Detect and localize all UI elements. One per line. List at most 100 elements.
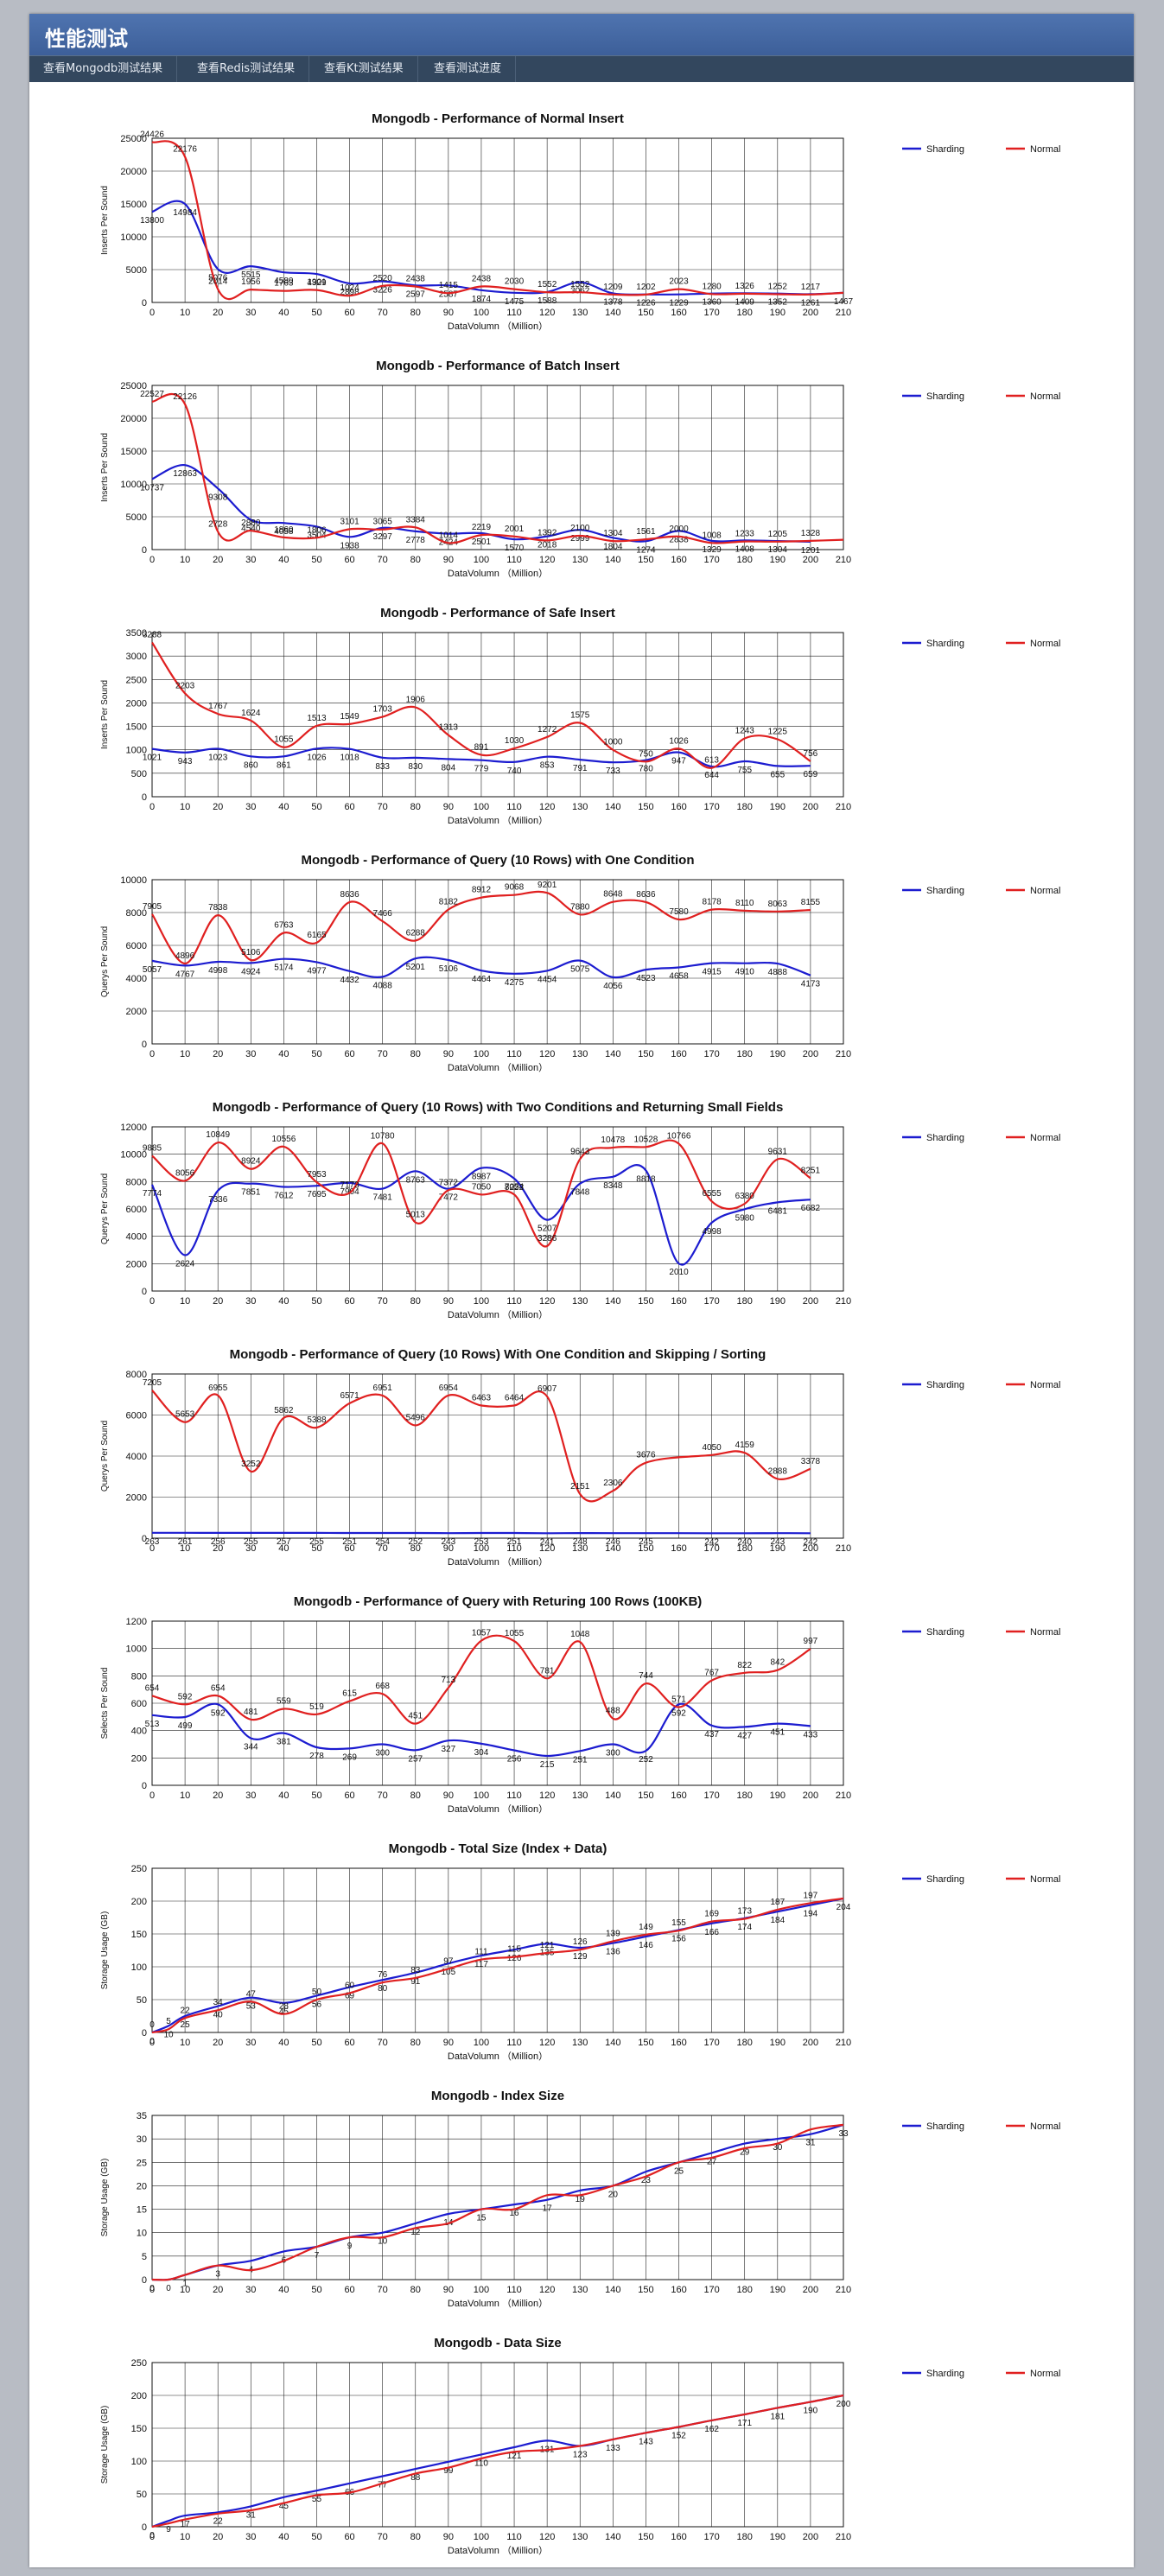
- x-tick-label: 140: [605, 1543, 620, 1554]
- x-axis-label: DataVolumn （Million）: [448, 2051, 548, 2062]
- series-line-normal: [151, 2394, 844, 2528]
- data-label: 2100: [570, 524, 590, 533]
- data-label: 4658: [669, 971, 689, 981]
- tab-mongodb-results[interactable]: 查看Mongodb测试结果: [29, 56, 178, 82]
- x-tick-label: 40: [278, 1790, 289, 1801]
- data-label: 2838: [669, 535, 689, 544]
- x-tick-label: 110: [506, 555, 522, 565]
- legend-label-normal: Normal: [1030, 886, 1060, 896]
- data-label: 2880: [241, 518, 261, 528]
- data-label: 1304: [603, 529, 623, 538]
- x-tick-label: 20: [213, 1543, 223, 1554]
- data-label: 8063: [768, 900, 788, 909]
- x-tick-label: 70: [378, 308, 388, 318]
- data-label: 1026: [307, 753, 327, 762]
- data-label: 1014: [439, 531, 459, 540]
- data-label: 5076: [208, 273, 228, 283]
- chart-0: Mongodb - Performance of Normal Insert 0 1…: [100, 111, 1060, 332]
- data-label: 7612: [274, 1191, 294, 1200]
- x-tick-label: 90: [443, 2285, 454, 2295]
- x-tick-label: 0: [149, 2285, 155, 2295]
- x-tick-label: 0: [149, 555, 155, 565]
- x-tick-label: 190: [770, 1790, 786, 1801]
- data-label: 156: [671, 1934, 686, 1943]
- data-label: 1329: [702, 545, 722, 555]
- data-label: 8178: [702, 898, 722, 907]
- data-label: 1201: [801, 546, 821, 556]
- x-tick-label: 130: [572, 1296, 588, 1307]
- x-tick-label: 20: [213, 555, 223, 565]
- data-label: 22176: [173, 144, 197, 154]
- data-label: 1624: [241, 709, 261, 718]
- data-label: 781: [540, 1666, 555, 1676]
- data-label: 1226: [636, 299, 656, 308]
- x-tick-label: 80: [410, 555, 421, 565]
- tab-redis-results[interactable]: 查看Redis测试结果: [183, 56, 310, 82]
- data-label: 2018: [537, 541, 557, 550]
- y-tick-label: 4000: [126, 974, 147, 984]
- data-label: 1552: [570, 280, 590, 289]
- x-tick-label: 50: [311, 2285, 321, 2295]
- data-label: 1304: [768, 545, 788, 555]
- y-axis-label: Storage Usage (GB): [100, 2406, 110, 2484]
- y-tick-label: 0: [142, 298, 147, 308]
- x-tick-label: 90: [443, 308, 454, 318]
- tab-kt-results[interactable]: 查看Kt测试结果: [310, 56, 418, 82]
- y-tick-label: 250: [131, 1864, 147, 1874]
- x-tick-label: 150: [638, 1790, 653, 1801]
- data-label: 1261: [801, 298, 821, 308]
- data-label: 5862: [274, 1406, 294, 1415]
- data-label: 1549: [340, 712, 359, 722]
- chart-3: Mongodb - Performance of Query (10 Rows)…: [100, 853, 1060, 1073]
- data-label: 3065: [373, 518, 393, 527]
- data-label: 655: [770, 770, 785, 779]
- data-label: 245: [639, 1537, 653, 1547]
- data-label: 4580: [274, 277, 294, 286]
- y-tick-label: 200: [131, 1897, 147, 1907]
- data-label: 10: [163, 2030, 174, 2039]
- data-label: 10849: [206, 1130, 230, 1140]
- x-tick-label: 210: [836, 1543, 851, 1554]
- series-line-normal: [151, 392, 844, 544]
- x-tick-label: 150: [638, 802, 653, 812]
- data-label: 6907: [537, 1384, 557, 1394]
- data-label: 2203: [175, 681, 195, 690]
- data-label: 13800: [140, 216, 164, 226]
- x-tick-label: 0: [149, 308, 155, 318]
- x-tick-label: 20: [213, 2285, 223, 2295]
- data-label: 300: [375, 1749, 390, 1759]
- x-tick-label: 120: [539, 1790, 555, 1801]
- x-tick-label: 170: [703, 2285, 719, 2295]
- data-label: 3252: [241, 1460, 261, 1469]
- data-label: 2624: [175, 1259, 195, 1269]
- y-tick-label: 5000: [126, 512, 147, 523]
- y-tick-label: 600: [131, 1699, 147, 1709]
- data-label: 1475: [505, 297, 525, 307]
- x-tick-label: 60: [344, 802, 354, 812]
- data-label: 6380: [735, 1192, 755, 1201]
- x-tick-label: 10: [180, 1790, 190, 1801]
- grid: [151, 1126, 844, 1292]
- x-tick-label: 120: [539, 555, 555, 565]
- data-label: 91: [410, 1977, 421, 1987]
- x-axis-label: DataVolumn （Million）: [448, 2545, 548, 2556]
- data-label: 254: [375, 1537, 390, 1547]
- data-label: 4977: [307, 966, 327, 976]
- tab-test-progress[interactable]: 查看测试进度: [420, 56, 517, 82]
- y-tick-label: 12000: [120, 1123, 147, 1133]
- x-tick-label: 30: [245, 1049, 256, 1059]
- data-label: 755: [737, 766, 752, 775]
- data-label: 45: [279, 2502, 289, 2511]
- data-label: 7173: [340, 1180, 359, 1190]
- y-tick-label: 0: [142, 1534, 147, 1544]
- x-tick-label: 180: [737, 2532, 753, 2542]
- y-tick-label: 6000: [126, 1205, 147, 1215]
- y-tick-label: 8000: [126, 908, 147, 919]
- data-label: 257: [408, 1754, 423, 1764]
- data-label: 3378: [801, 1457, 821, 1466]
- y-tick-label: 0: [142, 1781, 147, 1791]
- data-label: 822: [737, 1661, 752, 1670]
- y-tick-label: 50: [137, 2490, 147, 2500]
- x-tick-label: 130: [572, 802, 588, 812]
- data-label: 1767: [208, 702, 228, 711]
